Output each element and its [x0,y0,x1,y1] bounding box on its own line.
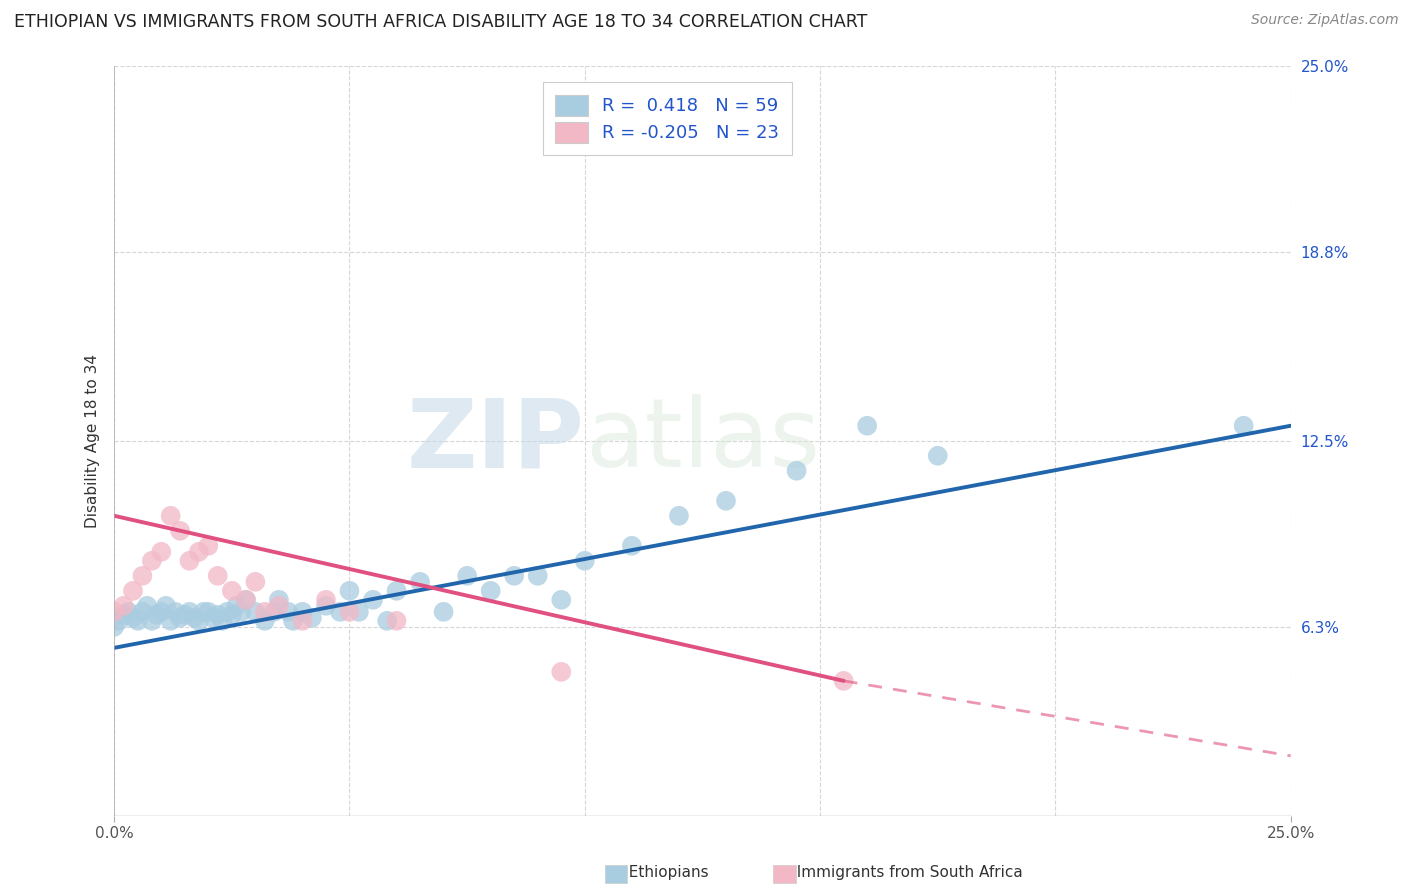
Point [526,569,548,583]
Point [375,614,398,628]
Point [122,611,145,625]
Point [409,574,432,589]
Point [131,569,153,583]
Point [141,554,163,568]
Point [347,605,370,619]
Point [202,611,225,625]
Point [221,583,243,598]
Text: Immigrants from South Africa: Immigrants from South Africa [787,865,1024,880]
Point [127,614,149,628]
Point [136,599,159,613]
Point [103,605,125,619]
Point [503,569,526,583]
Point [197,605,219,619]
Point [361,592,384,607]
Point [225,599,247,613]
Point [620,539,643,553]
Point [145,607,167,622]
Point [221,607,243,622]
Point [235,592,257,607]
Point [187,545,209,559]
Text: Ethiopians: Ethiopians [619,865,709,880]
Point [117,605,139,619]
Point [315,599,337,613]
Point [179,605,201,619]
Point [235,592,257,607]
Point [281,614,304,628]
Point [263,605,285,619]
Point [207,569,229,583]
Point [267,592,290,607]
Point [301,611,323,625]
Text: ETHIOPIAN VS IMMIGRANTS FROM SOUTH AFRICA DISABILITY AGE 18 TO 34 CORRELATION CH: ETHIOPIAN VS IMMIGRANTS FROM SOUTH AFRIC… [14,13,868,31]
Point [217,605,239,619]
Point [245,574,267,589]
Point [103,620,125,634]
Point [179,554,201,568]
Point [197,539,219,553]
Point [315,592,337,607]
Point [574,554,596,568]
Point [550,592,572,607]
Text: ZIP: ZIP [406,394,585,487]
Point [479,583,502,598]
Point [786,464,808,478]
Point [187,614,209,628]
Point [832,673,855,688]
Point [1233,418,1256,433]
Point [112,607,135,622]
Point [339,605,361,619]
Point [433,605,456,619]
Point [291,605,314,619]
Point [231,605,253,619]
Point [329,605,352,619]
Point [714,493,737,508]
Point [150,545,173,559]
Point [207,607,229,622]
Point [108,614,131,628]
Point [856,418,879,433]
Point [169,524,191,538]
Point [155,599,177,613]
Point [253,614,276,628]
Legend: R =  0.418   N = 59, R = -0.205   N = 23: R = 0.418 N = 59, R = -0.205 N = 23 [543,82,792,155]
Point [150,605,173,619]
Point [141,614,163,628]
Point [159,508,181,523]
Point [173,607,195,622]
Point [456,569,478,583]
Point [927,449,949,463]
Point [385,583,408,598]
Y-axis label: Disability Age 18 to 34: Disability Age 18 to 34 [86,354,100,528]
Point [339,583,361,598]
Point [267,599,290,613]
Point [122,583,145,598]
Point [159,614,181,628]
Point [169,611,191,625]
Point [277,605,299,619]
Point [165,605,187,619]
Point [253,605,276,619]
Point [245,605,267,619]
Point [183,611,205,625]
Text: atlas: atlas [585,394,820,487]
Point [112,599,135,613]
Point [131,605,153,619]
Point [385,614,408,628]
Point [193,605,215,619]
Point [291,614,314,628]
Point [211,614,233,628]
Point [668,508,690,523]
Text: Source: ZipAtlas.com: Source: ZipAtlas.com [1251,13,1399,28]
Point [550,665,572,679]
